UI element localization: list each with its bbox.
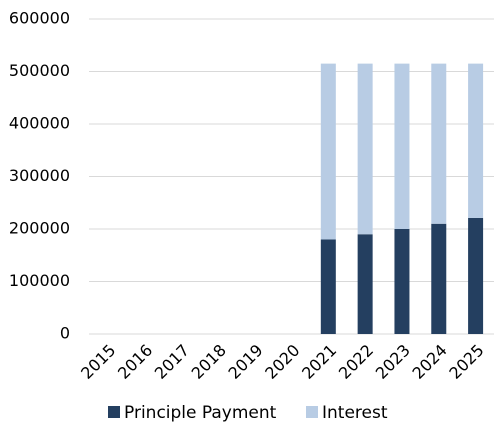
bar-segment [394,63,410,229]
bar-segment [320,63,336,240]
x-tick-label: 2015 [77,341,119,383]
x-tick-label: 2016 [114,341,156,383]
x-tick-label: 2019 [224,341,266,383]
y-tick-label: 600000 [9,9,70,28]
bar-segment [468,217,484,334]
y-tick-label: 400000 [9,114,70,133]
y-tick-label: 100000 [9,271,70,290]
y-tick-label: 0 [60,324,70,343]
legend-swatch [306,406,318,418]
x-tick-label: 2018 [188,341,230,383]
bar-segment [468,63,484,218]
bar-segment [431,223,447,334]
legend-label: Interest [322,403,388,423]
y-tick-label: 300000 [9,166,70,185]
x-tick-label: 2020 [261,341,303,383]
x-tick-label: 2022 [335,341,377,383]
bar-segment [357,234,373,334]
x-tick-label: 2017 [151,341,193,383]
x-tick-label: 2023 [372,341,414,383]
y-tick-label: 200000 [9,219,70,238]
bar-segment [431,63,447,224]
x-tick-label: 2024 [409,341,451,383]
bar-segment [357,63,373,235]
legend-label: Principle Payment [124,403,277,423]
y-tick-label: 500000 [9,61,70,80]
x-tick-label: 2021 [298,341,340,383]
bar-segment [320,239,336,334]
bar-segment [394,229,410,334]
x-tick-label: 2025 [445,341,487,383]
legend-swatch [108,406,120,418]
